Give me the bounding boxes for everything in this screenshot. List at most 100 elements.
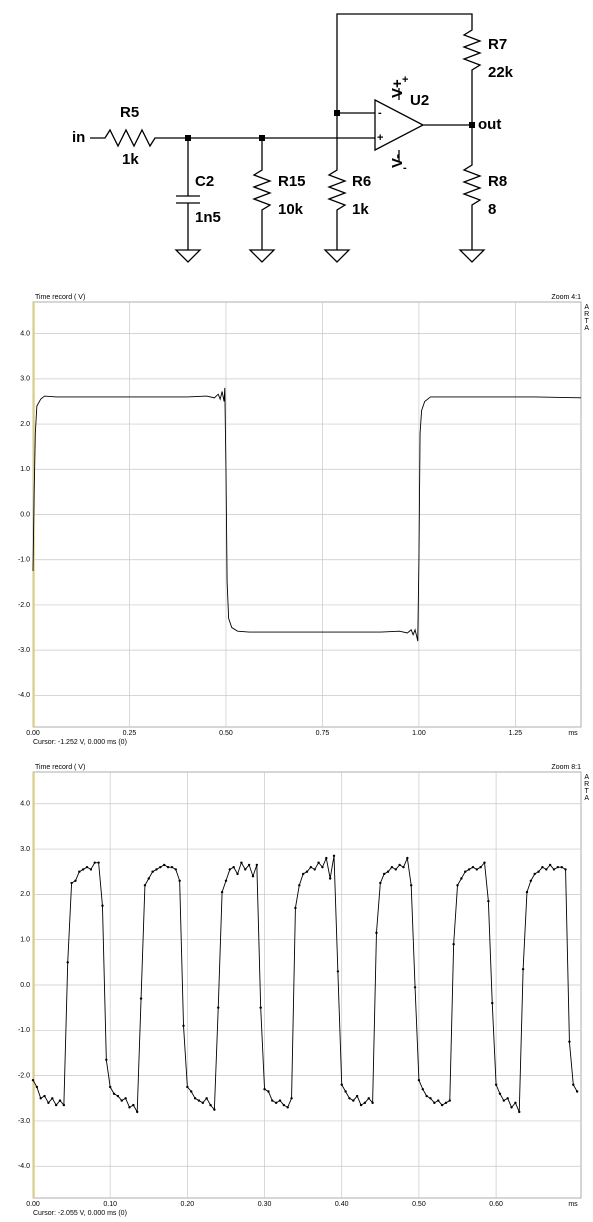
sample-point xyxy=(548,863,552,867)
component-name: R7 xyxy=(488,36,507,53)
charts: 4.0 3.0 2.0 1.0 0.0 -1.0 -2.0 -3.0 -4.0 0.00 0.25 0… xyxy=(18,294,590,1217)
sample-point xyxy=(317,861,320,864)
input-label: in xyxy=(72,129,85,146)
sample-point xyxy=(344,1090,347,1093)
sample-point xyxy=(402,865,405,869)
y-tick-label: -4.0 xyxy=(18,1163,30,1170)
x-tick-label: 0.25 xyxy=(123,730,137,737)
x-tick-label: 0.30 xyxy=(258,1201,272,1208)
sample-point xyxy=(236,872,239,876)
sample-point xyxy=(232,865,235,869)
x-tick-label: 0.00 xyxy=(26,730,40,737)
sample-point xyxy=(267,1090,270,1093)
sample-point xyxy=(390,865,394,869)
sample-point xyxy=(263,1088,266,1091)
sample-point xyxy=(251,875,255,878)
sample-point xyxy=(355,1094,359,1098)
sample-point xyxy=(452,943,455,946)
sample-point xyxy=(363,1101,367,1105)
sample-point xyxy=(58,1099,62,1102)
sample-point xyxy=(159,865,162,869)
sample-point xyxy=(448,1099,451,1102)
sample-point xyxy=(552,868,556,871)
sample-point xyxy=(575,1090,579,1093)
sample-point xyxy=(35,1085,39,1089)
sample-point xyxy=(498,1092,502,1095)
sample-point xyxy=(328,877,332,880)
sample-point xyxy=(85,865,89,869)
sample-point xyxy=(437,1099,440,1102)
sample-point xyxy=(521,967,525,971)
y-tick-label: 4.0 xyxy=(20,330,30,337)
component-value: 1k xyxy=(352,201,369,218)
y-tick-label: 2.0 xyxy=(20,891,30,898)
sample-point xyxy=(568,1040,571,1043)
sample-point xyxy=(247,863,251,867)
sample-point xyxy=(240,861,243,864)
sample-point xyxy=(186,1085,189,1089)
sample-point xyxy=(572,1083,575,1086)
sample-point xyxy=(220,890,224,894)
sample-point xyxy=(294,906,297,910)
sample-point xyxy=(97,861,100,864)
sample-point xyxy=(471,865,475,869)
sample-point xyxy=(78,870,81,873)
sample-point xyxy=(425,1094,428,1098)
y-tick-label: 4.0 xyxy=(20,801,30,808)
sample-point xyxy=(190,1090,193,1093)
sample-point xyxy=(66,961,69,964)
y-tick-label: 1.0 xyxy=(20,466,30,473)
sample-point xyxy=(518,1110,521,1114)
x-unit-label: ms xyxy=(568,730,578,737)
sample-point xyxy=(47,1101,50,1105)
y-tick-label: 2.0 xyxy=(20,421,30,428)
sample-point xyxy=(197,1099,201,1102)
junction xyxy=(185,135,191,141)
component-value: 1n5 xyxy=(195,209,221,226)
chart-title: Time record ( V) xyxy=(35,764,85,771)
sample-point xyxy=(54,1103,58,1107)
component-value: 8 xyxy=(488,201,496,218)
sample-point xyxy=(89,868,93,871)
sample-point xyxy=(105,1058,108,1061)
sample-point xyxy=(193,1097,197,1100)
y-tick-label: 0.0 xyxy=(20,982,30,989)
sample-point xyxy=(340,1083,343,1086)
sample-point xyxy=(413,986,417,989)
sample-point xyxy=(174,868,177,871)
pin-sign: - xyxy=(403,162,407,174)
sample-point xyxy=(491,1001,494,1005)
component-name: R8 xyxy=(488,173,507,190)
sample-point xyxy=(298,884,301,887)
cursor-readout: Cursor: -2.055 V, 0.000 ms (0) xyxy=(33,1210,127,1217)
sample-point xyxy=(163,863,166,867)
sample-point xyxy=(560,865,563,869)
component-value: 22k xyxy=(488,64,514,81)
sample-point xyxy=(39,1097,42,1100)
x-tick-label: 0.75 xyxy=(316,730,330,737)
sample-point xyxy=(382,872,386,876)
sample-point xyxy=(132,1103,135,1107)
sample-point xyxy=(367,1097,370,1100)
sample-point xyxy=(525,890,529,894)
sample-point xyxy=(290,1097,293,1100)
sample-point xyxy=(81,868,85,871)
sample-point xyxy=(282,1103,286,1107)
sample-point xyxy=(244,868,247,871)
component-name: R6 xyxy=(352,173,371,190)
x-tick-label: 0.50 xyxy=(219,730,233,737)
sample-point xyxy=(108,1085,112,1089)
sample-point xyxy=(409,884,413,887)
sample-point xyxy=(444,1101,448,1105)
pin-sign: + xyxy=(402,74,408,86)
y-tick-label: -4.0 xyxy=(18,692,30,699)
sample-point xyxy=(440,1103,444,1107)
x-tick-label: 0.60 xyxy=(489,1201,503,1208)
sample-point xyxy=(124,1097,127,1100)
sample-point xyxy=(228,868,232,871)
sample-point xyxy=(70,881,73,885)
sample-point xyxy=(209,1103,212,1107)
y-tick-label: -3.0 xyxy=(18,647,30,654)
sample-point xyxy=(332,854,336,858)
